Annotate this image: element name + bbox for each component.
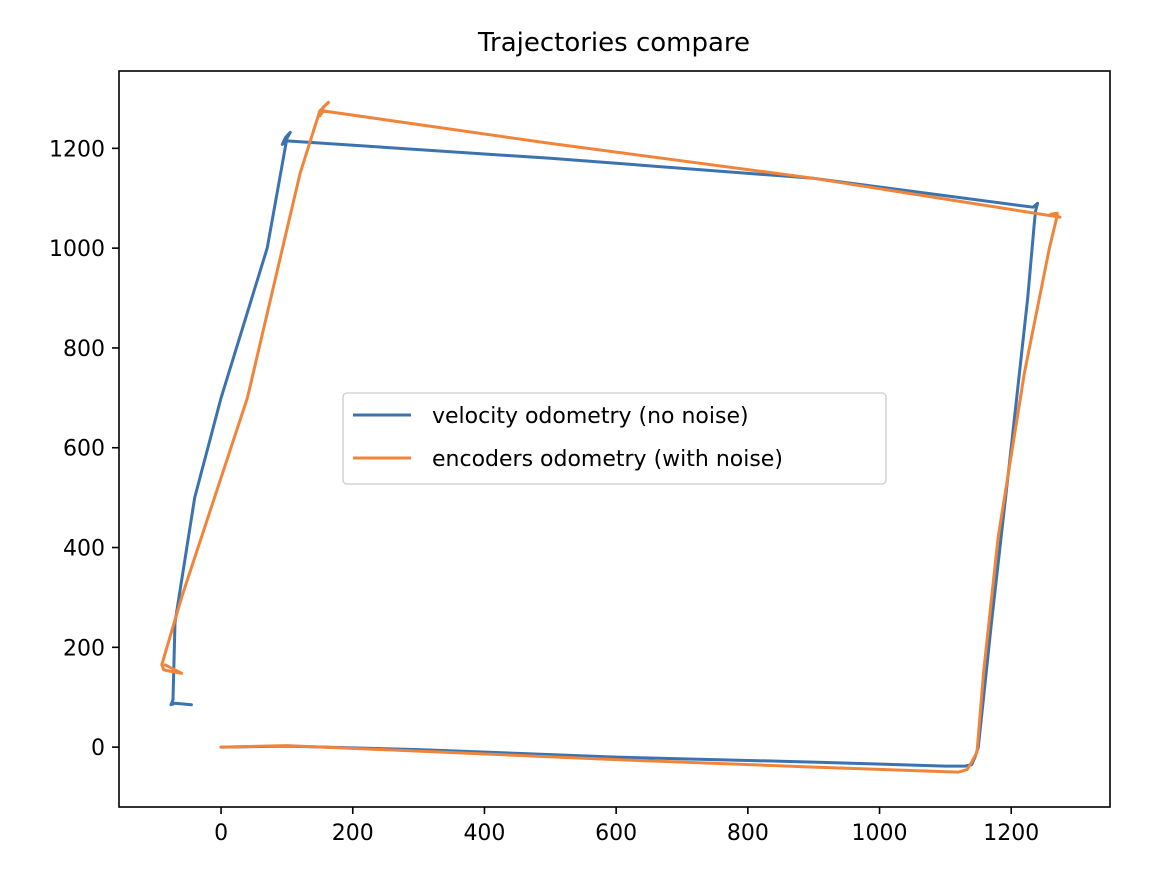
- chart-title: Trajectories compare: [477, 28, 750, 58]
- plot-lines: [160, 100, 1062, 774]
- x-tick-label: 400: [463, 821, 505, 846]
- plot-frame: [118, 70, 1111, 808]
- y-tick-label: 600: [63, 437, 105, 462]
- y-tick-label: 1200: [49, 137, 105, 162]
- legend: velocity odometry (no noise) encoders odo…: [342, 392, 887, 485]
- y-axis: 0 200 400 600 800 1000 1200: [49, 137, 119, 761]
- x-tick-label: 600: [595, 821, 637, 846]
- y-tick-label: 1000: [49, 237, 105, 262]
- y-tick-label: 800: [63, 337, 105, 362]
- x-tick-label: 1200: [983, 821, 1039, 846]
- legend-label-2: encoders odometry (with noise): [432, 447, 783, 472]
- legend-label-1: velocity odometry (no noise): [432, 404, 749, 429]
- y-tick-label: 400: [63, 537, 105, 562]
- x-tick-label: 200: [332, 821, 374, 846]
- x-tick-label: 0: [214, 821, 228, 846]
- series-line-1: [169, 130, 1040, 768]
- x-tick-label: 1000: [852, 821, 908, 846]
- x-tick-label: 800: [727, 821, 769, 846]
- x-axis: 0 200 400 600 800 1000 1200: [214, 807, 1039, 846]
- y-tick-label: 200: [63, 636, 105, 661]
- y-tick-label: 0: [91, 736, 105, 761]
- legend-box: [342, 392, 887, 485]
- series-line-2: [160, 100, 1062, 774]
